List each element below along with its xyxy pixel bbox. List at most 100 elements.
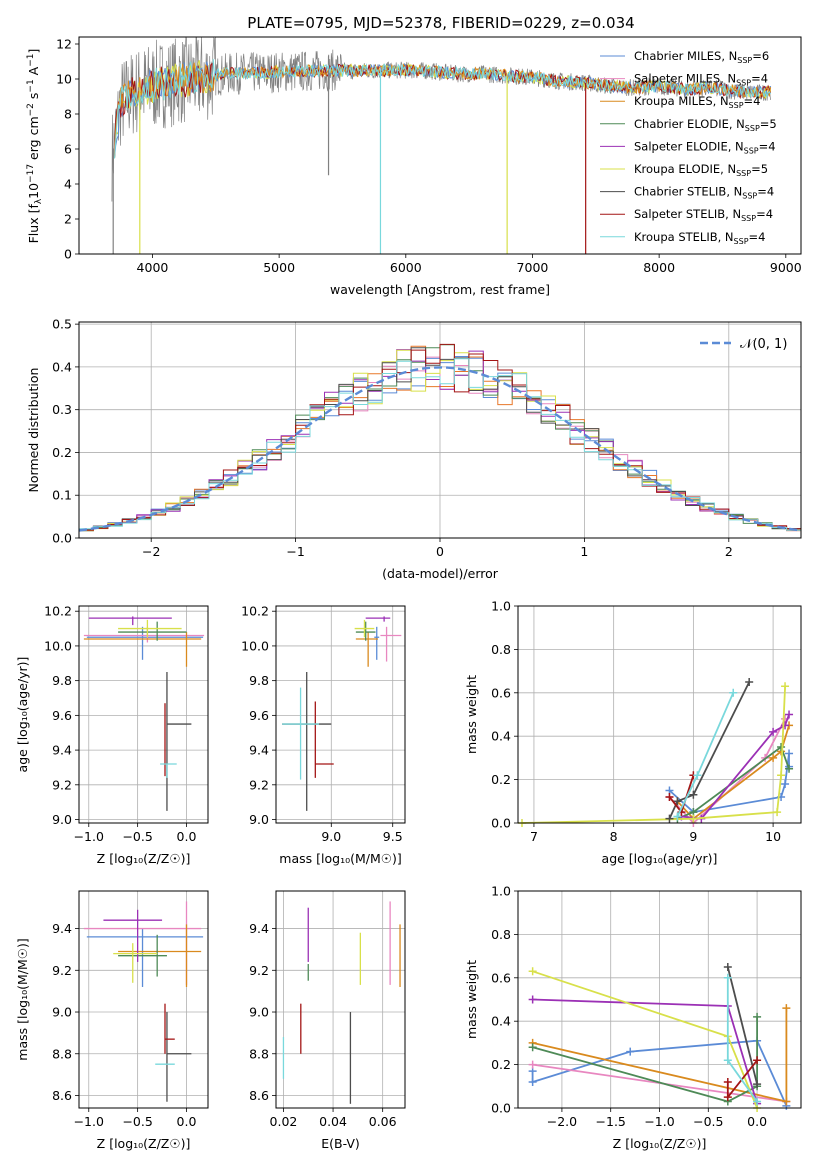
massweight-vs-age-xtick-label: 8	[610, 829, 618, 844]
mass-vs-ebv-ytick-label: 8.8	[249, 1046, 269, 1061]
legend-name: Kroupa MILES, N	[634, 94, 729, 108]
spectrum-model-kroupa_stelib	[114, 59, 772, 159]
spectrum-xtick-label: 8000	[643, 260, 675, 275]
mw-marker-salpeter_elodie	[769, 727, 778, 736]
spectrum-xlabel: wavelength [Angstrom, rest frame]	[330, 282, 550, 297]
age-vs-mass-xtick-label: 9.5	[383, 829, 403, 844]
mass-vs-Z-xtick-label: −0.5	[122, 1114, 152, 1129]
massweight-vs-Z-ytick-label: 0.8	[491, 927, 511, 942]
massweight-vs-age-ytick-label: 0.6	[491, 685, 511, 700]
age-vs-Z-ylabel: age [log₁₀(age/yr)]	[15, 657, 30, 773]
mw-marker-chabrier_miles	[785, 749, 794, 758]
residuals-xtick-label: 0	[436, 544, 444, 559]
residual-hist-chabrier_stelib	[78, 347, 801, 538]
spectrum-panel: 4000 5000 6000 7000 8000 9000 0 2 4 6 8 10 12 wavelen…	[26, 36, 802, 297]
residuals-xtick-label: −2	[142, 544, 160, 559]
age-vs-mass-xlabel: mass [log₁₀(M/M☉)]	[279, 851, 401, 866]
mass-vs-Z-ytick-label: 9.0	[52, 1005, 72, 1020]
mass-vs-ebv-ytick-label: 9.0	[249, 1005, 269, 1020]
mw-marker-chabrier_stelib	[665, 814, 674, 823]
mass-vs-ebv-ytick-label: 8.6	[249, 1088, 269, 1103]
massweight-vs-Z-xtick-label: 0.0	[747, 1114, 767, 1129]
mw-marker-kroupa_elodie	[689, 814, 698, 823]
age-vs-Z-xlabel: Z [log₁₀(Z/Z☉)]	[97, 851, 191, 866]
mass-vs-Z-ytick-label: 8.6	[52, 1088, 72, 1103]
massweight-vs-age-ylabel: mass weight	[464, 675, 479, 754]
residuals-xtick-label: 1	[580, 544, 588, 559]
legend-subscript: SSP	[741, 214, 756, 223]
legend-value: =6	[752, 49, 769, 63]
mass-vs-Z-ytick-label: 9.2	[52, 963, 72, 978]
legend-label-salpeter_miles: Salpeter MILES, NSSP=4	[634, 72, 768, 88]
massweight-vs-Z-frame	[517, 890, 802, 1109]
legend-label-chabrier_elodie: Chabrier ELODIE, NSSP=5	[634, 117, 777, 133]
legend-label-kroupa_stelib: Kroupa STELIB, NSSP=4	[634, 230, 765, 246]
residual-hist-kroupa_stelib	[78, 358, 801, 538]
mw-marker-kroupa_elodie	[528, 967, 537, 976]
legend-label-kroupa_elodie: Kroupa ELODIE, NSSP=5	[634, 162, 768, 178]
age-vs-metallicity-panel: −1.0 −0.5 0.0 9.0 9.2 9.4 9.6 9.8 10.0 10.2 Z [log…	[15, 604, 209, 866]
mw-marker-chabrier_stelib	[753, 1080, 762, 1089]
massweight-vs-age-xtick-label: 9	[689, 829, 697, 844]
massweight-vs-age-ytick-label: 1.0	[491, 599, 511, 614]
mw-marker-chabrier_miles	[781, 779, 790, 788]
massweight-vs-Z-xlabel: Z [log₁₀(Z/Z☉)]	[613, 1136, 707, 1151]
residuals-xlabel: (data-model)/error	[382, 566, 499, 581]
spectrum-xtick-label: 9000	[770, 260, 802, 275]
legend-name: Salpeter STELIB, N	[634, 207, 741, 221]
mw-marker-chabrier_stelib	[745, 677, 754, 686]
mass-vs-Z-ytick-label: 9.4	[52, 921, 72, 936]
mw-marker-kroupa_miles	[782, 1097, 791, 1106]
mass-vs-Z-frame	[78, 890, 209, 1109]
massweight-vs-age-ytick-label: 0.4	[491, 729, 511, 744]
mw-marker-kroupa_miles	[782, 1004, 791, 1013]
age-vs-Z-ytick-label: 9.6	[52, 708, 72, 723]
legend-name: Chabrier ELODIE, N	[634, 117, 745, 131]
legend-value: =4	[756, 207, 773, 221]
legend-name: Chabrier STELIB, N	[634, 185, 742, 199]
massweight-vs-metallicity-panel: −2.0 −1.5 −1.0 −0.5 0.0 0.0 0.2 0.4 0.6 0.8 1.0 Z […	[464, 884, 802, 1151]
residuals-xtick-label: −1	[286, 544, 304, 559]
mass-vs-ebv-frame	[275, 890, 406, 1109]
massweight-vs-Z-ytick-label: 0.2	[491, 1057, 511, 1072]
massweight-vs-age-xtick-label: 7	[530, 829, 538, 844]
legend-name: Kroupa STELIB, N	[634, 230, 734, 244]
mw-line-kroupa_stelib	[676, 692, 735, 817]
mw-marker-kroupa_stelib	[693, 771, 702, 780]
mw-marker-kroupa_stelib	[723, 973, 732, 982]
mass-vs-ebv-panel: 0.02 0.04 0.06 8.6 8.8 9.0 9.2 9.4 E(B-V)	[249, 890, 406, 1151]
legend-value: =4	[749, 230, 766, 244]
mw-marker-chabrier_elodie	[777, 743, 786, 752]
spectrum-ytick-label: 6	[64, 142, 72, 157]
mass-vs-Z-ytick-label: 8.8	[52, 1046, 72, 1061]
spectrum-xtick-label: 4000	[137, 260, 169, 275]
mw-marker-chabrier_elodie	[753, 1012, 762, 1021]
mw-line-salpeter_elodie	[532, 998, 758, 1104]
massweight-vs-Z-ylabel: mass weight	[464, 960, 479, 1039]
legend-label-chabrier_miles: Chabrier MILES, NSSP=6	[634, 49, 769, 65]
age-vs-Z-ytick-label: 9.4	[52, 743, 72, 758]
mw-marker-salpeter_stelib	[665, 792, 674, 801]
mw-marker-kroupa_stelib	[753, 1097, 762, 1106]
gaussian-legend-label: 𝒩(0, 1)	[740, 337, 787, 352]
mass-vs-Z-xtick-label: −1.0	[74, 1114, 104, 1129]
spectrum-ytick-label: 8	[64, 107, 72, 122]
legend-value: =4	[744, 94, 761, 108]
mw-line-chabrier_stelib	[726, 966, 758, 1085]
massweight-vs-age-ytick-label: 0.2	[491, 772, 511, 787]
massweight-vs-Z-xtick-label: −2.0	[547, 1114, 577, 1129]
residuals-ytick-label: 0.2	[52, 445, 72, 460]
legend-label-salpeter_elodie: Salpeter ELODIE, NSSP=4	[634, 139, 776, 155]
legend-label-chabrier_stelib: Chabrier STELIB, NSSP=4	[634, 185, 774, 201]
mass-vs-ebv-xtick-label: 0.04	[319, 1114, 347, 1129]
legend-subscript: SSP	[745, 124, 760, 133]
legend-name: Salpeter ELODIE, N	[634, 139, 744, 153]
age-vs-Z-ytick-label: 10.2	[44, 604, 72, 619]
mass-vs-ebv-xlabel: E(B-V)	[321, 1136, 360, 1151]
massweight-vs-Z-ytick-label: 0.6	[491, 970, 511, 985]
legend-label-kroupa_miles: Kroupa MILES, NSSP=4	[634, 94, 760, 110]
age-vs-mass-ytick-label: 10.2	[241, 604, 269, 619]
mw-marker-chabrier_stelib	[689, 790, 698, 799]
legend-value: =5	[760, 117, 777, 131]
